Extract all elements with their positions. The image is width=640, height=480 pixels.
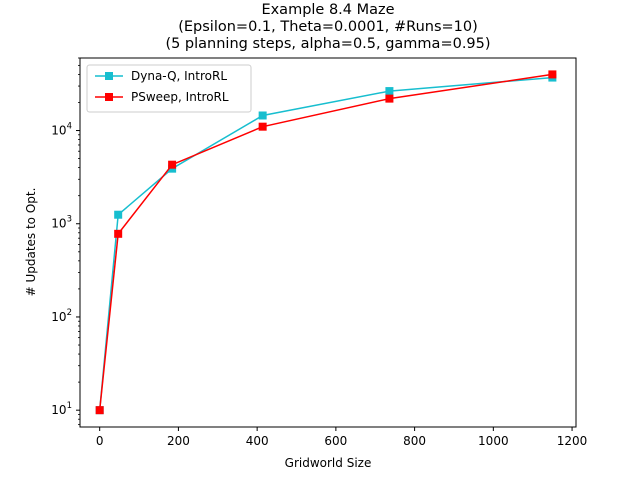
y-tick-label: 103	[51, 215, 72, 231]
y-axis-label: # Updates to Opt.	[24, 188, 38, 297]
data-point	[548, 70, 557, 79]
series-layer	[95, 70, 557, 415]
x-axis-label: Gridworld Size	[285, 456, 372, 470]
y-axis: 101 102 103 104	[51, 57, 80, 426]
data-point	[385, 94, 394, 103]
plot-frame	[79, 57, 577, 428]
chart-title-line-3: (5 planning steps, alpha=0.5, gamma=0.95…	[165, 36, 490, 52]
series-2	[95, 70, 557, 415]
legend: Dyna-Q, IntroRL PSweep, IntroRL	[86, 64, 252, 113]
x-tick-label: 1200	[557, 434, 588, 448]
x-tick-label: 400	[246, 434, 269, 448]
x-tick-label: 800	[403, 434, 426, 448]
x-axis: 0 200 400 600 800 1000 1200	[96, 427, 587, 448]
legend-item: PSweep, IntroRL	[95, 90, 229, 104]
x-tick-label: 200	[167, 434, 190, 448]
legend-label: PSweep, IntroRL	[131, 90, 229, 104]
data-point	[114, 229, 123, 238]
x-tick-label: 600	[324, 434, 347, 448]
series-line	[98, 76, 553, 411]
series-line	[98, 73, 553, 411]
legend-marker	[105, 72, 113, 80]
y-tick-label: 102	[51, 308, 72, 324]
data-point	[385, 87, 394, 96]
legend-label: Dyna-Q, IntroRL	[131, 69, 227, 83]
chart-title: Example 8.4 Maze (Epsilon=0.1, Theta=0.0…	[165, 2, 490, 52]
chart-title-line-2: (Epsilon=0.1, Theta=0.0001, #Runs=10)	[178, 19, 478, 35]
data-point	[114, 210, 123, 219]
data-point	[168, 160, 177, 169]
chart-title-line-1: Example 8.4 Maze	[261, 2, 394, 18]
data-point	[95, 406, 104, 415]
legend-marker	[105, 93, 113, 101]
legend-item: Dyna-Q, IntroRL	[95, 69, 227, 83]
x-tick-label: 1000	[478, 434, 509, 448]
data-point	[258, 122, 267, 131]
x-tick-label: 0	[96, 434, 104, 448]
y-tick-label: 101	[51, 401, 72, 417]
legend-box	[86, 64, 252, 113]
data-point	[258, 111, 267, 120]
series-1	[95, 73, 557, 415]
y-tick-label: 104	[51, 122, 72, 138]
